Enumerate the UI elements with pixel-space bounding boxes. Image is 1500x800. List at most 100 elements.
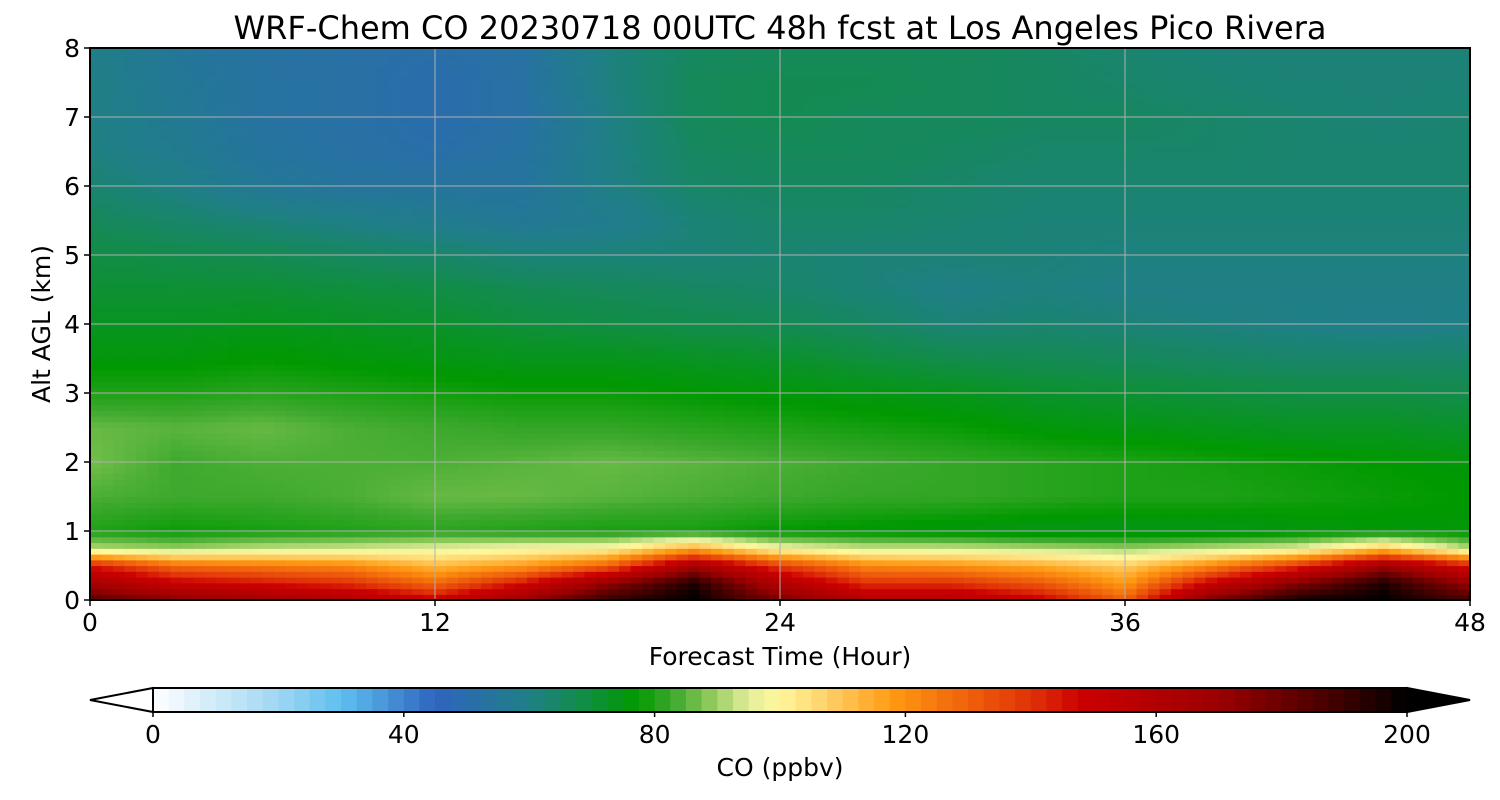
heatmap-cell — [377, 433, 390, 440]
heatmap-cell — [400, 364, 413, 371]
heatmap-cell — [573, 404, 586, 411]
heatmap-cell — [1182, 531, 1195, 538]
heatmap-cell — [964, 519, 977, 526]
heatmap-cell — [1159, 536, 1172, 544]
heatmap-cell — [389, 582, 402, 590]
heatmap-cell — [1113, 594, 1126, 601]
heatmap-cell — [1090, 439, 1103, 446]
heatmap-cell — [1458, 370, 1471, 377]
heatmap-cell — [1412, 485, 1425, 492]
heatmap-cell — [205, 525, 218, 532]
heatmap-cell — [1424, 467, 1437, 475]
heatmap-cell — [1447, 410, 1460, 417]
heatmap-cell — [1205, 548, 1218, 555]
heatmap-cell — [1159, 485, 1172, 492]
heatmap-cell — [423, 444, 436, 452]
heatmap-cell — [584, 513, 597, 521]
heatmap-cell — [757, 479, 770, 486]
heatmap-cell — [964, 416, 977, 423]
heatmap-cell — [320, 565, 333, 572]
heatmap-cell — [1067, 485, 1080, 492]
heatmap-cell — [906, 375, 919, 383]
heatmap-cell — [1263, 450, 1276, 457]
heatmap-cell — [239, 496, 252, 503]
heatmap-cell — [791, 548, 804, 555]
heatmap-cell — [412, 473, 425, 480]
heatmap-cell — [1056, 398, 1069, 406]
heatmap-cell — [584, 433, 597, 440]
heatmap-cell — [906, 456, 919, 463]
heatmap-cell — [423, 548, 436, 555]
heatmap-cell — [285, 496, 298, 503]
heatmap-cell — [331, 588, 344, 595]
heatmap-cell — [1010, 531, 1023, 538]
heatmap-cell — [1309, 525, 1322, 532]
heatmap-cell — [101, 577, 114, 584]
heatmap-cell — [1366, 525, 1379, 532]
heatmap-cell — [872, 370, 885, 377]
heatmap-cell — [469, 473, 482, 480]
heatmap-cell — [561, 467, 574, 475]
heatmap-cell — [446, 554, 459, 561]
heatmap-cell — [216, 421, 229, 429]
heatmap-cell — [561, 375, 574, 383]
heatmap-cell — [193, 582, 206, 590]
heatmap-cell — [228, 565, 241, 572]
heatmap-cell — [366, 559, 379, 567]
heatmap-cell — [492, 398, 505, 406]
heatmap-cell — [285, 467, 298, 475]
heatmap-cell — [1010, 450, 1023, 457]
heatmap-cell — [1182, 416, 1195, 423]
heatmap-cell — [1435, 370, 1448, 377]
heatmap-cell — [1297, 485, 1310, 492]
heatmap-cell — [1136, 502, 1149, 509]
heatmap-cell — [745, 594, 758, 601]
heatmap-cell — [630, 525, 643, 532]
heatmap-cell — [1102, 416, 1115, 423]
heatmap-cell — [320, 531, 333, 538]
heatmap-cell — [1240, 554, 1253, 561]
heatmap-cell — [216, 375, 229, 383]
heatmap-cell — [1401, 496, 1414, 503]
heatmap-cell — [216, 467, 229, 475]
heatmap-cell — [561, 571, 574, 578]
heatmap-cell — [1148, 427, 1161, 434]
heatmap-cell — [446, 364, 459, 371]
heatmap-cell — [607, 404, 620, 411]
heatmap-cell — [676, 364, 689, 371]
heatmap-cell — [1113, 559, 1126, 567]
heatmap-cell — [1366, 398, 1379, 406]
heatmap-cell — [423, 531, 436, 538]
heatmap-cell — [239, 479, 252, 486]
heatmap-cell — [1401, 421, 1414, 429]
heatmap-cell — [1102, 444, 1115, 452]
heatmap-cell — [101, 536, 114, 544]
heatmap-cell — [1079, 542, 1092, 549]
heatmap-cell — [1297, 410, 1310, 417]
heatmap-cell — [1447, 416, 1460, 423]
heatmap-cell — [1217, 565, 1230, 572]
heatmap-cell — [343, 364, 356, 371]
heatmap-cell — [1412, 513, 1425, 521]
heatmap-cell — [170, 502, 183, 509]
heatmap-cell — [1424, 381, 1437, 388]
heatmap-cell — [538, 375, 551, 383]
heatmap-cell — [849, 462, 862, 469]
heatmap-cell — [1355, 559, 1368, 567]
heatmap-cell — [860, 559, 873, 567]
heatmap-cell — [814, 554, 827, 561]
heatmap-cell — [1148, 404, 1161, 411]
heatmap-cell — [791, 496, 804, 503]
heatmap-cell — [297, 444, 310, 452]
heatmap-cell — [883, 548, 896, 555]
heatmap-cell — [1309, 548, 1322, 555]
heatmap-cell — [952, 519, 965, 526]
heatmap-cell — [1067, 548, 1080, 555]
heatmap-cell — [1251, 462, 1264, 469]
heatmap-cell — [929, 381, 942, 388]
heatmap-cell — [515, 439, 528, 446]
heatmap-cell — [1136, 364, 1149, 371]
heatmap-cell — [147, 502, 160, 509]
heatmap-cell — [136, 582, 149, 590]
heatmap-cell — [1056, 571, 1069, 578]
